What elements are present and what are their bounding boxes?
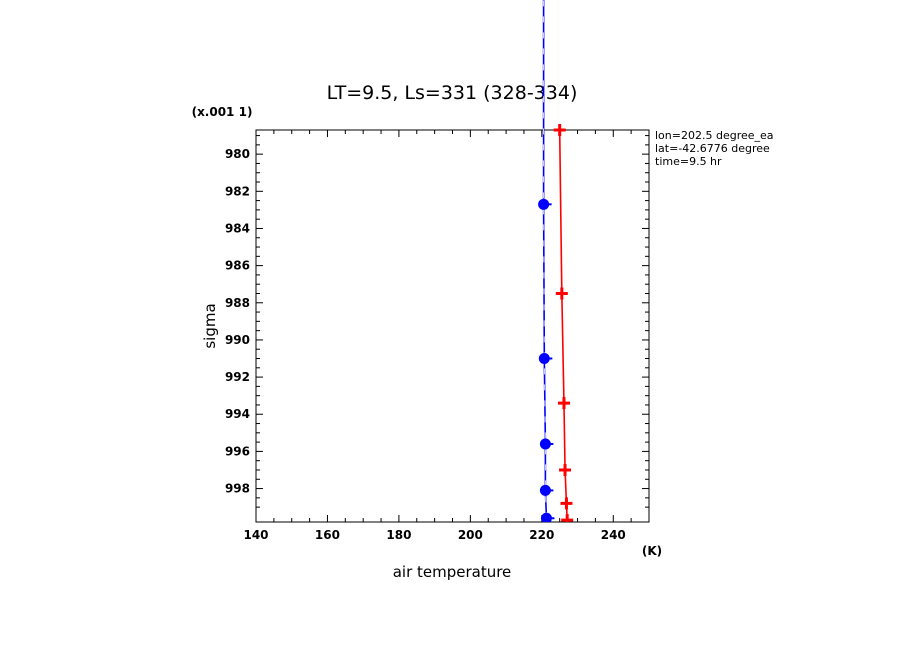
x-axis-label: air temperature (393, 563, 512, 581)
y-tick-label: 996 (225, 444, 250, 458)
series-point-1 (560, 497, 573, 510)
y-tick-label: 982 (225, 184, 250, 198)
x-tick-label: 220 (529, 528, 554, 542)
y-tick-label: 992 (225, 370, 250, 384)
annotation-lat: lat=-42.6776 degree (655, 142, 770, 155)
x-tick-label: 160 (315, 528, 340, 542)
series-point-1 (555, 287, 568, 300)
series-point-1 (559, 463, 572, 476)
y-tick-label: 986 (225, 259, 250, 273)
annotation-lon: lon=202.5 degree_ea (655, 129, 774, 142)
y-tick-label: 980 (225, 147, 250, 161)
series-group (538, 0, 574, 522)
y-tick-label: 984 (225, 221, 250, 235)
series-line-dash-0 (543, 0, 547, 519)
y-tick-label: 998 (225, 482, 250, 496)
series-point-1 (557, 397, 570, 410)
axis-ticks: 140 160 180 200 220 240 980 982 984 986 988 990 992 9… (225, 130, 650, 542)
series-line-1 (558, 129, 568, 521)
y-tick-label: 994 (225, 407, 250, 421)
y-axis-label: sigma (201, 303, 219, 348)
annotation-time: time=9.5 hr (655, 155, 722, 168)
series-point-1 (561, 514, 574, 522)
series-point-1 (553, 124, 566, 136)
x-tick-label: 240 (601, 528, 626, 542)
y-tick-label: 988 (225, 296, 250, 310)
plot-frame (255, 129, 650, 523)
x-unit-label: (K) (642, 544, 662, 558)
y-tick-label: 990 (225, 333, 250, 347)
x-tick-label: 180 (386, 528, 411, 542)
chart-title: LT=9.5, Ls=331 (328-334) (327, 82, 578, 104)
x-tick-label: 200 (458, 528, 483, 542)
x-tick-label: 140 (243, 528, 268, 542)
y-scale-label: (x.001 1) (192, 105, 253, 119)
